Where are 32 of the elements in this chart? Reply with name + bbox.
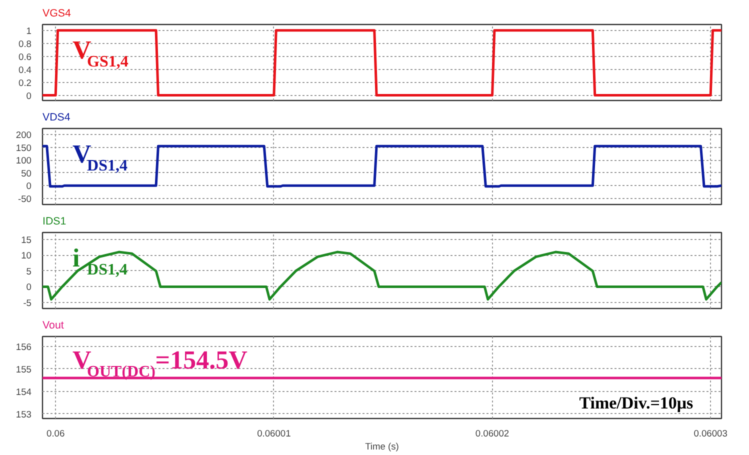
y-tick-label: 50 bbox=[21, 168, 32, 178]
y-tick-label: 0.6 bbox=[18, 52, 32, 62]
y-tick-label: 1 bbox=[26, 26, 32, 36]
y-tick-label: 0.2 bbox=[18, 78, 32, 88]
x-axis-title: Time (s) bbox=[365, 442, 399, 452]
y-tick-label: 0 bbox=[26, 282, 32, 292]
x-tick-label: 0.06 bbox=[46, 428, 65, 438]
y-tick-label: 153 bbox=[16, 409, 32, 420]
x-tick-label: 0.06003 bbox=[694, 428, 728, 438]
y-tick-label: 5 bbox=[26, 266, 32, 276]
y-tick-label: 156 bbox=[16, 342, 32, 352]
chart-title: IDS1 bbox=[42, 216, 66, 228]
y-tick-label: 155 bbox=[16, 364, 32, 374]
chart-title: VGS4 bbox=[42, 8, 72, 20]
y-tick-label: 100 bbox=[16, 156, 32, 166]
x-tick-label: 0.06002 bbox=[475, 428, 510, 438]
y-tick-label: 200 bbox=[16, 130, 32, 140]
y-tick-label: 0.4 bbox=[18, 64, 32, 75]
chart-title: Vout bbox=[42, 320, 64, 332]
y-tick-label: 0 bbox=[26, 181, 32, 192]
y-tick-label: 150 bbox=[16, 142, 32, 153]
y-tick-label: 154 bbox=[16, 386, 32, 397]
line-series bbox=[42, 250, 722, 301]
annotation: Time/Div.=10μs bbox=[579, 394, 694, 412]
y-tick-label: 15 bbox=[21, 234, 32, 245]
x-tick-label: 0.06001 bbox=[257, 428, 291, 438]
y-tick-label: 0.8 bbox=[18, 38, 32, 49]
y-tick-label: -50 bbox=[18, 194, 32, 204]
y-tick-label: 10 bbox=[21, 250, 32, 261]
y-tick-label: 0 bbox=[26, 90, 32, 101]
chart-title: VDS4 bbox=[42, 112, 70, 124]
y-tick-label: -5 bbox=[23, 298, 32, 308]
